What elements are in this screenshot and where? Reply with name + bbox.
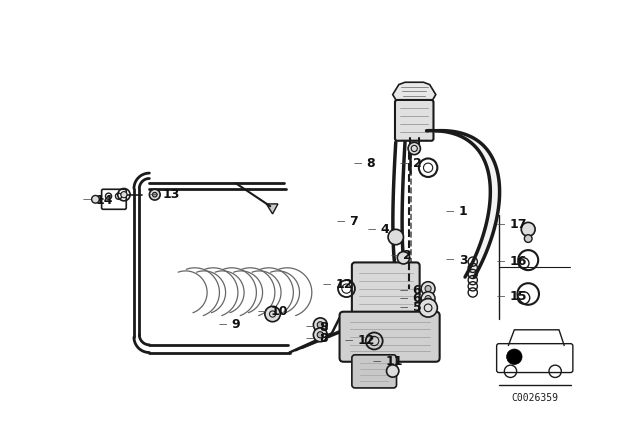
- Circle shape: [421, 282, 435, 296]
- Circle shape: [152, 192, 157, 197]
- Circle shape: [419, 299, 437, 317]
- Text: —: —: [150, 190, 158, 199]
- Text: 14: 14: [95, 194, 113, 207]
- Text: —: —: [400, 303, 408, 312]
- Text: —: —: [367, 225, 376, 234]
- Text: —: —: [337, 217, 345, 226]
- Text: —: —: [257, 307, 266, 316]
- Text: —: —: [306, 323, 314, 332]
- Text: —: —: [353, 159, 362, 168]
- Text: —: —: [446, 256, 454, 265]
- Text: —: —: [306, 334, 314, 343]
- Text: —: —: [372, 357, 381, 366]
- Circle shape: [265, 306, 280, 322]
- Text: —: —: [446, 207, 454, 216]
- Circle shape: [521, 222, 535, 236]
- Text: 13: 13: [163, 188, 180, 201]
- Text: —: —: [497, 292, 505, 301]
- Circle shape: [149, 189, 160, 200]
- Text: 8: 8: [367, 157, 375, 170]
- Circle shape: [524, 235, 532, 242]
- FancyBboxPatch shape: [395, 100, 433, 141]
- Text: 8: 8: [319, 321, 328, 334]
- Text: —: —: [400, 286, 408, 295]
- Text: —: —: [400, 159, 408, 168]
- Circle shape: [387, 365, 399, 377]
- Circle shape: [425, 285, 431, 292]
- Text: —: —: [400, 294, 408, 303]
- Text: 2: 2: [403, 249, 412, 262]
- Text: C0026359: C0026359: [511, 392, 558, 403]
- Text: 11: 11: [386, 355, 403, 368]
- Polygon shape: [393, 82, 436, 102]
- Text: 3: 3: [459, 254, 468, 267]
- Circle shape: [317, 322, 323, 328]
- Circle shape: [314, 328, 327, 342]
- Text: 7: 7: [349, 215, 358, 228]
- Polygon shape: [266, 204, 278, 214]
- FancyBboxPatch shape: [352, 355, 397, 388]
- Circle shape: [421, 292, 435, 306]
- Circle shape: [507, 349, 522, 365]
- Circle shape: [408, 142, 420, 155]
- Circle shape: [317, 332, 323, 338]
- Text: —: —: [323, 280, 331, 289]
- FancyBboxPatch shape: [340, 312, 440, 362]
- Text: 4: 4: [380, 223, 389, 236]
- Text: 2: 2: [413, 157, 422, 170]
- FancyBboxPatch shape: [352, 263, 420, 334]
- Text: 17: 17: [509, 218, 527, 231]
- Circle shape: [397, 252, 410, 264]
- Text: 16: 16: [509, 255, 527, 268]
- Text: —: —: [219, 320, 227, 329]
- Text: 6: 6: [413, 284, 421, 297]
- Text: 12: 12: [357, 334, 375, 347]
- Text: —: —: [497, 220, 505, 229]
- Text: 9: 9: [232, 318, 241, 332]
- Text: 8: 8: [319, 332, 328, 345]
- Text: 1: 1: [459, 205, 468, 218]
- Text: —: —: [83, 196, 91, 205]
- Text: 12: 12: [336, 278, 353, 291]
- Circle shape: [388, 229, 403, 245]
- Text: 10: 10: [270, 305, 288, 318]
- Circle shape: [121, 192, 127, 198]
- Text: 15: 15: [509, 290, 527, 303]
- Text: 6: 6: [413, 292, 421, 305]
- Text: —: —: [344, 336, 353, 345]
- Circle shape: [314, 318, 327, 332]
- Circle shape: [92, 195, 99, 203]
- Text: —: —: [497, 257, 505, 266]
- Text: 5: 5: [413, 302, 422, 314]
- Circle shape: [425, 296, 431, 302]
- Text: —: —: [390, 251, 399, 260]
